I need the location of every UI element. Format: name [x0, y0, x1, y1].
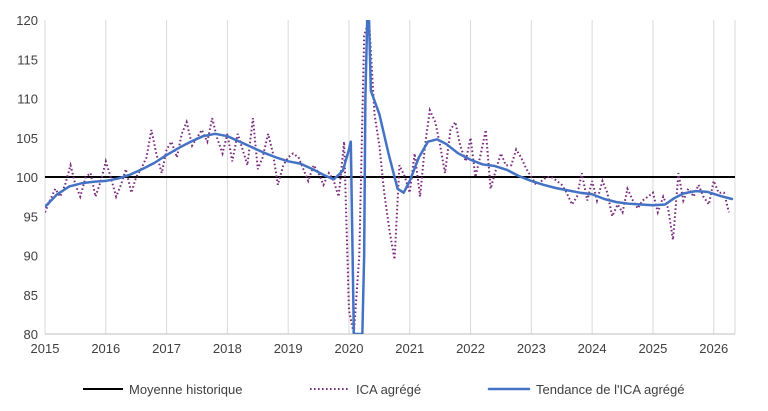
y-tick-label: 90 [24, 249, 38, 264]
series-line-ica-agr-g [45, 20, 730, 334]
x-tick-label: 2019 [274, 341, 303, 356]
y-tick-label: 110 [17, 92, 38, 107]
legend-label-ica-agr-g: ICA agrégé [356, 382, 421, 397]
chart-plot-area [45, 20, 735, 334]
x-tick-label: 2015 [31, 341, 60, 356]
x-tick-label: 2025 [638, 341, 667, 356]
y-tick-label: 120 [16, 13, 38, 28]
x-axis-tick-labels: 2015 2016 2017 2018 2019 2020 2021 2022 2023 2024… [31, 341, 729, 356]
x-tick-label: 2022 [456, 341, 485, 356]
x-tick-label: 2026 [699, 341, 728, 356]
x-tick-label: 2021 [395, 341, 424, 356]
y-tick-label: 80 [24, 327, 38, 342]
series-line-tendance-de-l-ica-agr-g [45, 20, 734, 334]
y-axis-tick-labels: 80 85 90 95 100 105 110 115 120 [16, 13, 38, 342]
legend-label-moyenne-historique: Moyenne historique [129, 382, 242, 397]
y-tick-label: 95 [24, 209, 38, 224]
y-tick-label: 85 [24, 288, 38, 303]
x-tick-label: 2017 [152, 341, 181, 356]
legend-label-tendance-de-l-ica-agr-g: Tendance de l'ICA agrégé [536, 382, 684, 397]
x-tick-label: 2016 [91, 341, 120, 356]
y-tick-label: 100 [16, 170, 38, 185]
legend: Moyenne historique ICA agrégé Tendance de … [83, 382, 684, 397]
y-tick-label: 105 [16, 131, 38, 146]
x-tick-label: 2024 [578, 341, 607, 356]
y-tick-label: 115 [17, 52, 38, 67]
x-tick-label: 2020 [335, 341, 364, 356]
x-tick-label: 2018 [213, 341, 242, 356]
x-tick-label: 2023 [517, 341, 546, 356]
